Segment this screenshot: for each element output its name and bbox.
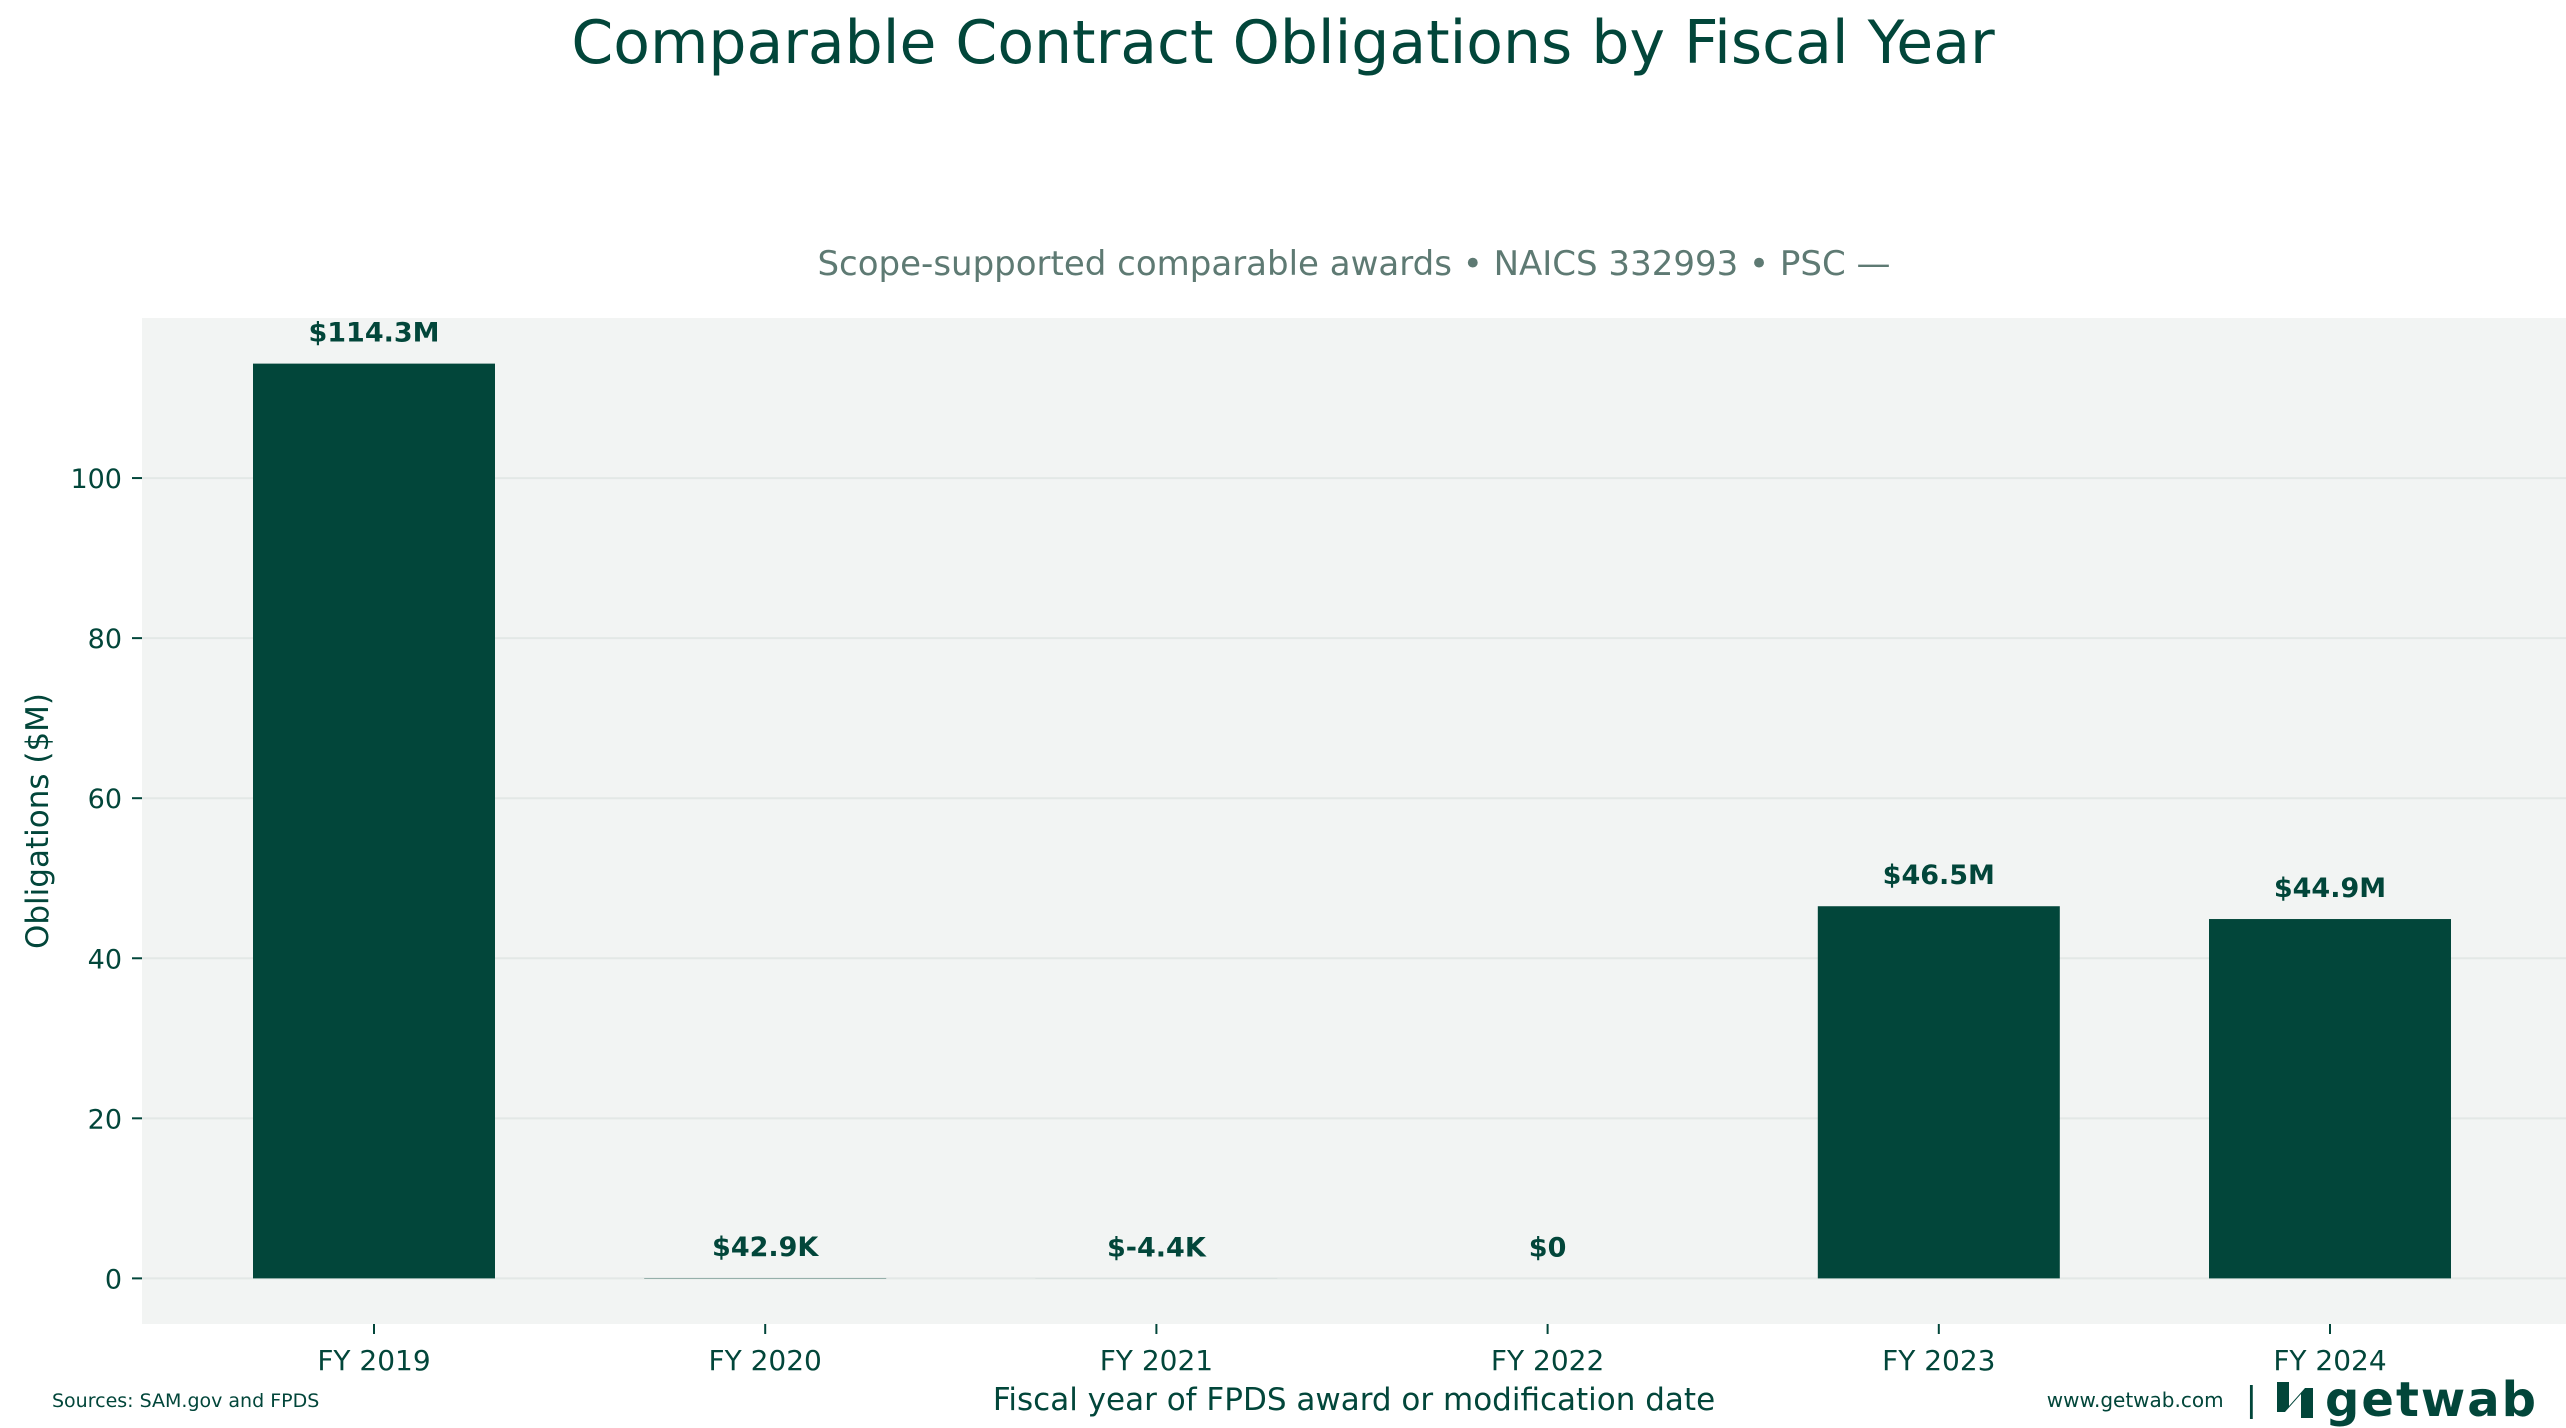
brand-separator: |: [2246, 1380, 2257, 1420]
x-tick-label: FY 2020: [709, 1344, 822, 1377]
data-label: $-4.4K: [1107, 1232, 1207, 1263]
getwab-logo-icon: [2275, 1380, 2315, 1420]
brand-name: getwab: [2325, 1372, 2538, 1428]
y-tick-label: 100: [70, 464, 122, 495]
x-tick-label: FY 2021: [1100, 1344, 1213, 1377]
brand-logo: getwab: [2275, 1372, 2538, 1428]
x-axis-label: Fiscal year of FPDS award or modificatio…: [993, 1382, 1715, 1418]
data-label: $114.3M: [308, 318, 439, 349]
y-tick-label: 20: [88, 1104, 122, 1135]
plot-area: [142, 318, 2566, 1324]
brand-footer: www.getwab.com | getwab: [2047, 1372, 2538, 1428]
x-tick-label: FY 2022: [1491, 1344, 1604, 1377]
y-axis-ticks: 0 20 40 60 80 100: [70, 464, 142, 1295]
data-label: $46.5M: [1883, 860, 1995, 891]
x-tick-label: FY 2019: [317, 1344, 430, 1377]
y-tick-label: 60: [88, 784, 122, 815]
bar: [1818, 906, 2060, 1278]
data-label: $44.9M: [2274, 873, 2386, 904]
data-label: $42.9K: [712, 1232, 819, 1263]
sources-note: Sources: SAM.gov and FPDS: [52, 1390, 319, 1412]
y-tick-label: 40: [88, 944, 122, 975]
y-axis-label: Obligations ($M): [20, 693, 56, 949]
bar: [253, 364, 495, 1279]
bar: [2209, 919, 2451, 1278]
y-tick-label: 80: [88, 624, 122, 655]
x-tick-label: FY 2023: [1882, 1344, 1995, 1377]
brand-url[interactable]: www.getwab.com: [2047, 1388, 2224, 1412]
y-tick-label: 0: [105, 1264, 122, 1295]
data-label: $0: [1529, 1232, 1567, 1263]
